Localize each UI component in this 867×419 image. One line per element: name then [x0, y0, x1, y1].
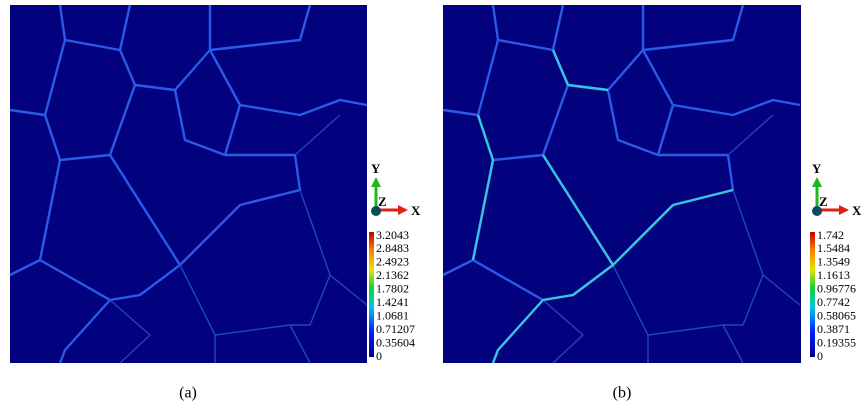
x-arrow-head: [839, 205, 849, 215]
colorbar-tick-label: 1.4241: [376, 295, 409, 309]
colorbar-tick-label: 1.742: [817, 228, 844, 242]
axis-label-z: Z: [819, 194, 828, 209]
colorbar-tick-label: 1.0681: [376, 308, 409, 322]
colorbar-tick-label: 1.5484: [817, 241, 850, 255]
colorbar-tick-label: 2.8483: [376, 241, 409, 255]
colorbar-tick-label: 0.58065: [817, 308, 856, 322]
colorbar-tick-label: 0.19355: [817, 335, 856, 349]
axis-label-y: Y: [371, 161, 381, 176]
x-arrow-head: [398, 205, 408, 215]
field-map-b: [441, 3, 802, 365]
colorbar: [369, 232, 374, 357]
panel-caption: (b): [613, 385, 632, 402]
colorbar-tick-label: 0.71207: [376, 322, 415, 336]
y-arrow-head: [371, 177, 381, 187]
panel-caption: (a): [179, 385, 197, 402]
colorbar-tick-label: 0.35604: [376, 335, 415, 349]
colorbar-tick-label: 0: [376, 349, 382, 363]
colorbar-tick-label: 0.7742: [817, 295, 850, 309]
colorbar-tick-label: 2.4923: [376, 255, 409, 269]
field-map-a: [8, 3, 369, 365]
axis-label-x: X: [852, 203, 862, 218]
colorbar-tick-label: 2.1362: [376, 268, 409, 282]
z-origin: [812, 206, 822, 216]
colorbar-tick-label: 0: [817, 349, 823, 363]
colorbar: [810, 232, 815, 357]
colorbar-tick-label: 3.2043: [376, 228, 409, 242]
colorbar-tick-label: 0.96776: [817, 282, 856, 296]
colorbar-tick-label: 1.1613: [817, 268, 850, 282]
colorbar-tick-label: 1.3549: [817, 255, 850, 269]
panel-a-legend: Y Z X3.20432.84832.49232.13621.78021.42411…: [369, 161, 421, 363]
y-arrow-head: [812, 177, 822, 187]
axis-label-y: Y: [812, 161, 822, 176]
axis-label-z: Z: [378, 194, 387, 209]
colorbar-tick-label: 0.3871: [817, 322, 850, 336]
colorbar-tick-label: 1.7802: [376, 282, 409, 296]
axis-label-x: X: [411, 203, 421, 218]
z-origin: [371, 206, 381, 216]
panel-b-legend: YZX1.7421.54841.35491.16130.967760.77420…: [810, 161, 862, 363]
